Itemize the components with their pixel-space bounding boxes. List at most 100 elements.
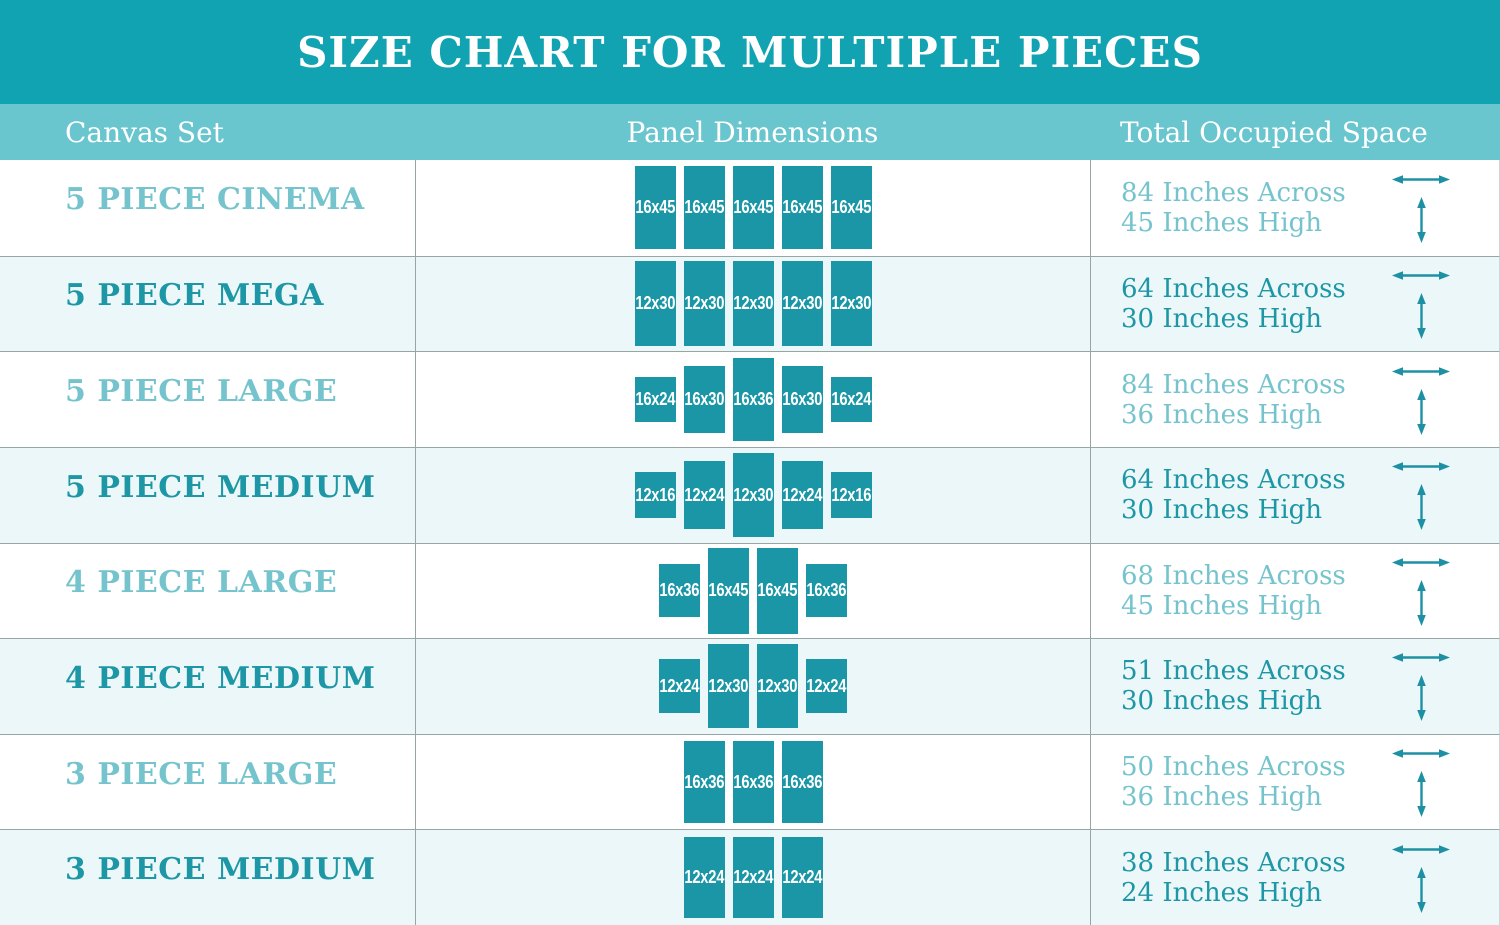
- column-header-canvas-set: Canvas Set: [65, 115, 224, 149]
- total-space-text: 84 Inches Across 36 Inches High: [1091, 370, 1392, 430]
- canvas-panel: 16x36: [806, 564, 847, 618]
- horizontal-arrow-icon: [1392, 844, 1450, 854]
- canvas-set-cell: 3 PIECE MEDIUM: [0, 830, 415, 925]
- dimension-arrows: [1392, 556, 1450, 626]
- total-space-text: 38 Inches Across 24 Inches High: [1091, 848, 1392, 908]
- title-bar: SIZE CHART FOR MULTIPLE PIECES: [0, 0, 1500, 104]
- inches-across-text: 51 Inches Across: [1121, 656, 1346, 687]
- total-space-text: 50 Inches Across 36 Inches High: [1091, 752, 1392, 812]
- canvas-panel: 12x16: [634, 472, 676, 519]
- panel-dimensions-cell: 16x45 16x45 16x45 16x45 16x45: [415, 160, 1090, 256]
- total-space-cell: 64 Inches Across 30 Inches High: [1090, 447, 1500, 543]
- canvas-panel: 12x30: [708, 644, 749, 729]
- canvas-set-label: 4 PIECE LARGE: [65, 565, 338, 601]
- canvas-panel: 12x24: [683, 461, 725, 530]
- inches-across-text: 84 Inches Across: [1121, 177, 1346, 208]
- panel-size-label: 16x36: [659, 580, 700, 601]
- canvas-panel: 12x24: [806, 659, 847, 714]
- canvas-set-label: 5 PIECE LARGE: [65, 374, 338, 410]
- panel-size-label: 12x30: [733, 293, 773, 314]
- canvas-panel: 16x45: [708, 547, 749, 634]
- inches-high-text: 30 Inches High: [1121, 495, 1323, 526]
- canvas-panel: 12x16: [830, 472, 872, 519]
- panel-size-label: 16x45: [733, 197, 773, 218]
- inches-across-text: 84 Inches Across: [1121, 369, 1346, 400]
- horizontal-arrow-icon: [1392, 749, 1450, 758]
- horizontal-arrow-icon: [1392, 653, 1450, 663]
- canvas-set-cell: 5 PIECE CINEMA: [0, 160, 415, 256]
- total-space-text: 68 Inches Across 45 Inches High: [1091, 561, 1392, 621]
- panel-dimensions-cell: 16x24 16x30 16x36 16x30 16x24: [415, 352, 1090, 447]
- column-header-total-space: Total Occupied Space: [1120, 115, 1428, 149]
- canvas-panel: 12x24: [683, 837, 725, 919]
- total-space-cell: 64 Inches Across 30 Inches High: [1090, 256, 1500, 352]
- table-row: 5 PIECE MEDIUM 12x16 12x24 12x30 12x24 12x16…: [0, 446, 1500, 543]
- panel-size-label: 12x30: [684, 293, 724, 314]
- canvas-set-label: 5 PIECE MEDIUM: [65, 469, 376, 505]
- panel-size-label: 12x30: [635, 293, 675, 314]
- table-row: 5 PIECE CINEMA 16x45 16x45 16x45 16x45 16x45…: [0, 160, 1500, 256]
- panel-dimensions-cell: 12x24 12x24 12x24: [415, 830, 1090, 925]
- canvas-set-cell: 4 PIECE MEDIUM: [0, 639, 415, 734]
- canvas-set-cell: 4 PIECE LARGE: [0, 544, 415, 639]
- total-space-cell: 68 Inches Across 45 Inches High: [1090, 543, 1500, 639]
- vertical-arrow-icon: [1416, 484, 1426, 531]
- canvas-set-label: 5 PIECE CINEMA: [65, 182, 365, 218]
- panel-size-label: 16x45: [684, 197, 724, 218]
- inches-across-text: 38 Inches Across: [1121, 847, 1346, 878]
- canvas-panel: 16x45: [634, 166, 676, 250]
- dimension-arrows: [1392, 651, 1450, 722]
- panel-size-label: 16x45: [635, 197, 675, 218]
- panel-dimensions-cell: 12x16 12x24 12x30 12x24 12x16: [415, 447, 1090, 543]
- canvas-panel: 12x24: [781, 461, 823, 530]
- panel-size-label: 16x45: [708, 580, 749, 601]
- canvas-set-label: 3 PIECE MEDIUM: [65, 852, 376, 888]
- total-space-cell: 84 Inches Across 45 Inches High: [1090, 160, 1500, 256]
- panel-size-label: 12x30: [782, 293, 822, 314]
- total-space-cell: 50 Inches Across 36 Inches High: [1090, 734, 1500, 830]
- inches-high-text: 24 Inches High: [1121, 877, 1323, 908]
- canvas-set-label: 4 PIECE MEDIUM: [65, 660, 376, 696]
- canvas-panel: 16x45: [683, 166, 725, 250]
- table-row: 3 PIECE LARGE 16x36 16x36 16x36 50 Inches …: [0, 733, 1500, 830]
- canvas-panel: 16x45: [757, 547, 798, 634]
- total-space-text: 51 Inches Across 30 Inches High: [1091, 656, 1392, 716]
- panel-size-label: 16x24: [635, 389, 675, 410]
- panel-size-label: 16x36: [733, 771, 773, 792]
- canvas-panel: 16x36: [732, 741, 774, 824]
- panel-size-label: 12x24: [806, 675, 847, 696]
- panel-dimensions-cell: 12x30 12x30 12x30 12x30 12x30: [415, 256, 1090, 352]
- table-row: 5 PIECE MEGA 12x30 12x30 12x30 12x30 12x30 6…: [0, 255, 1500, 352]
- panel-size-label: 16x24: [831, 389, 871, 410]
- canvas-panel: 12x24: [659, 659, 700, 714]
- panel-size-label: 16x30: [782, 389, 822, 410]
- panel-size-label: 12x30: [831, 293, 871, 314]
- dimension-arrows: [1392, 747, 1450, 818]
- horizontal-arrow-icon: [1392, 366, 1450, 376]
- panel-size-label: 12x30: [733, 484, 773, 505]
- canvas-panel: 16x30: [683, 366, 725, 434]
- canvas-panel: 12x30: [732, 453, 774, 538]
- canvas-set-cell: 5 PIECE MEGA: [0, 257, 415, 352]
- vertical-arrow-icon: [1416, 292, 1426, 339]
- dimension-arrows: [1392, 460, 1450, 531]
- horizontal-arrow-icon: [1392, 175, 1450, 184]
- panel-size-label: 12x16: [831, 484, 871, 505]
- canvas-panel: 16x24: [830, 377, 872, 423]
- panel-size-label: 12x24: [782, 484, 822, 505]
- horizontal-arrow-icon: [1392, 271, 1450, 280]
- column-header-panel-dimensions: Panel Dimensions: [626, 115, 879, 149]
- canvas-panel: 12x30: [683, 261, 725, 347]
- panel-size-label: 12x30: [757, 675, 798, 696]
- canvas-set-cell: 5 PIECE MEDIUM: [0, 448, 415, 543]
- canvas-panel: 16x36: [732, 358, 774, 442]
- dimension-arrows: [1392, 173, 1450, 243]
- vertical-arrow-icon: [1416, 388, 1426, 435]
- canvas-panel: 16x36: [659, 564, 700, 618]
- canvas-panel: 12x30: [757, 644, 798, 729]
- canvas-panel: 12x30: [732, 261, 774, 347]
- dimension-arrows: [1392, 269, 1450, 339]
- canvas-panel: 16x45: [830, 166, 872, 250]
- canvas-set-label: 5 PIECE MEGA: [65, 278, 324, 314]
- horizontal-arrow-icon: [1392, 462, 1450, 471]
